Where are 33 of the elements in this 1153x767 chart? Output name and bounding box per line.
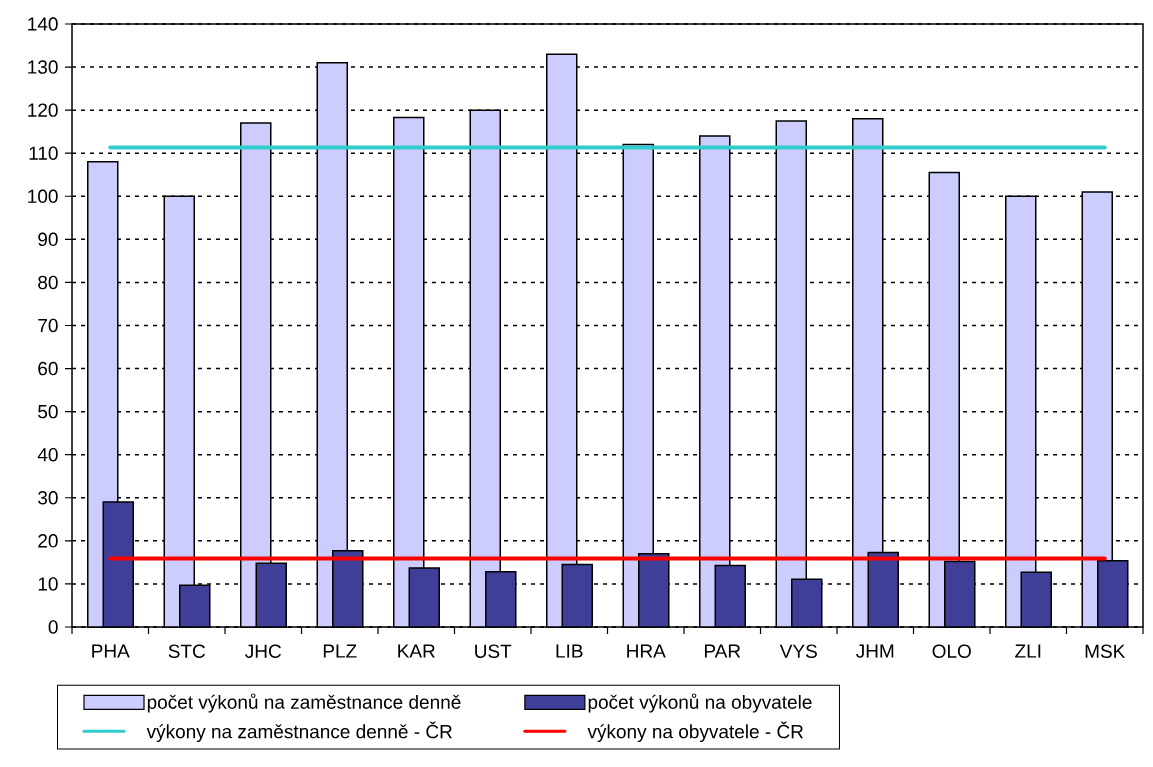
y-tick-label: 80 <box>38 275 58 290</box>
legend-label: výkony na zaměstnance denně - ČR <box>146 721 452 743</box>
y-tick-label: 110 <box>29 146 58 160</box>
legend-label: výkony na obyvatele - ČR <box>587 721 804 743</box>
x-tick-label: PAR <box>704 644 741 658</box>
x-tick-label: MSK <box>1085 644 1126 658</box>
legend-label: počet výkonů na obyvatele <box>588 693 812 713</box>
y-tick-label: 100 <box>28 189 58 203</box>
x-tick-label: VYS <box>779 644 817 658</box>
x-tick-label: OLO <box>932 644 971 658</box>
x-tick-label: STC <box>168 644 206 658</box>
y-tick-label: 10 <box>38 577 58 591</box>
x-tick-label: LIB <box>556 644 583 658</box>
y-tick-label: 70 <box>38 318 58 333</box>
y-tick-label: 120 <box>28 103 58 117</box>
x-tick-label: PHA <box>92 644 130 658</box>
y-tick-label: 60 <box>38 361 58 376</box>
x-tick-label: KAR <box>398 644 435 658</box>
x-tick-label: ZLI <box>1015 644 1041 658</box>
x-tick-label: PLZ <box>323 644 357 658</box>
y-tick-label: 40 <box>37 447 58 462</box>
y-tick-label: 30 <box>38 491 58 505</box>
y-tick-label: 90 <box>38 232 58 247</box>
y-tick-label: 50 <box>38 404 58 419</box>
y-tick-label: 140 <box>28 17 58 31</box>
y-tick-label: 20 <box>38 534 58 548</box>
x-tick-label: JHC <box>245 644 281 658</box>
x-tick-label: JHM <box>856 644 894 658</box>
legend-label: počet výkonů na zaměstnance denně <box>147 693 461 713</box>
y-tick-label: 130 <box>28 60 58 74</box>
y-tick-label: 0 <box>48 620 58 634</box>
x-tick-label: UST <box>475 644 512 658</box>
x-tick-label: HRA <box>627 644 666 658</box>
